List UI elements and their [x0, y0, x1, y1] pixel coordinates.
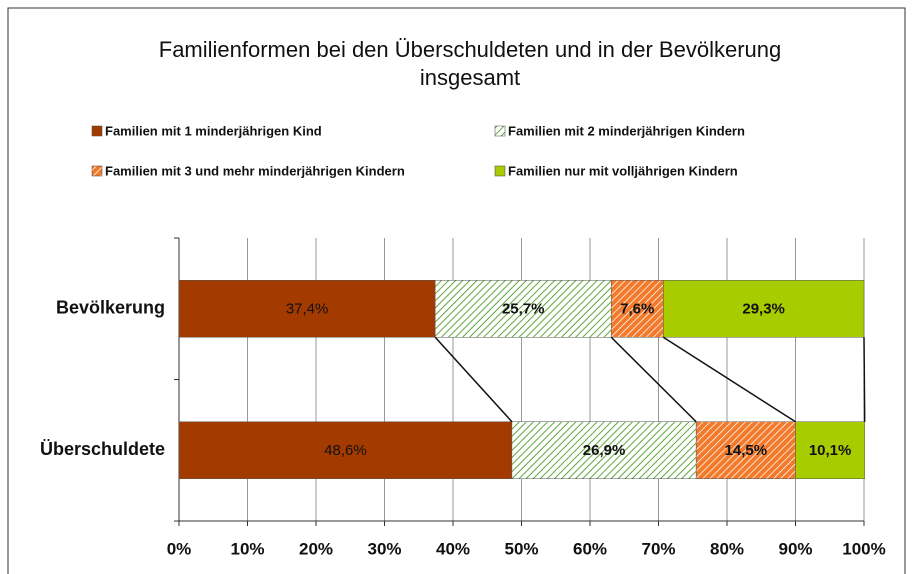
x-tick-label: 40% — [436, 539, 470, 558]
legend-label: Familien mit 3 und mehr minderjährigen K… — [105, 163, 405, 178]
x-tick-label: 90% — [778, 539, 812, 558]
bar-segment — [795, 421, 865, 479]
bar-segment — [434, 280, 612, 338]
x-tick-label: 50% — [504, 539, 538, 558]
legend-label: Familien nur mit volljährigen Kindern — [508, 163, 738, 178]
legend-label: Familien mit 2 minderjährigen Kindern — [508, 123, 745, 138]
value-label: 10,1% — [809, 442, 852, 459]
series-connector — [610, 336, 697, 423]
value-label: 48,6% — [324, 442, 367, 459]
x-tick-label: 20% — [299, 539, 333, 558]
y-tick-label: Überschuldete — [40, 439, 165, 459]
value-label: 29,3% — [742, 301, 785, 318]
x-tick-label: 30% — [367, 539, 401, 558]
bar-segment — [178, 421, 513, 479]
bar-segment — [695, 421, 796, 479]
bar-segment — [663, 280, 865, 338]
x-tick-label: 80% — [710, 539, 744, 558]
value-label: 26,9% — [583, 442, 626, 459]
series-connector — [662, 336, 796, 423]
value-label: 7,6% — [620, 301, 654, 318]
x-tick-label: 100% — [842, 539, 885, 558]
legend-swatch — [91, 125, 103, 137]
x-tick-label: 70% — [641, 539, 675, 558]
frame — [7, 7, 906, 574]
value-label: 14,5% — [725, 442, 768, 459]
value-label: 25,7% — [502, 301, 545, 318]
legend-swatch — [494, 165, 506, 177]
series-connector — [863, 337, 866, 422]
legend-swatch — [91, 165, 103, 177]
x-tick-label: 60% — [573, 539, 607, 558]
x-tick-label: 0% — [167, 539, 192, 558]
y-tick-label: Bevölkerung — [56, 298, 165, 318]
bar-segment — [511, 421, 697, 479]
series-connector — [434, 336, 513, 423]
legend-label: Familien mit 1 minderjährigen Kind — [105, 123, 322, 138]
x-tick-label: 10% — [230, 539, 264, 558]
value-label: 37,4% — [286, 301, 329, 318]
chart-title: Familienformen bei den Überschuldeten un… — [158, 37, 782, 90]
bar-segment — [178, 280, 436, 338]
legend-swatch — [494, 125, 506, 137]
